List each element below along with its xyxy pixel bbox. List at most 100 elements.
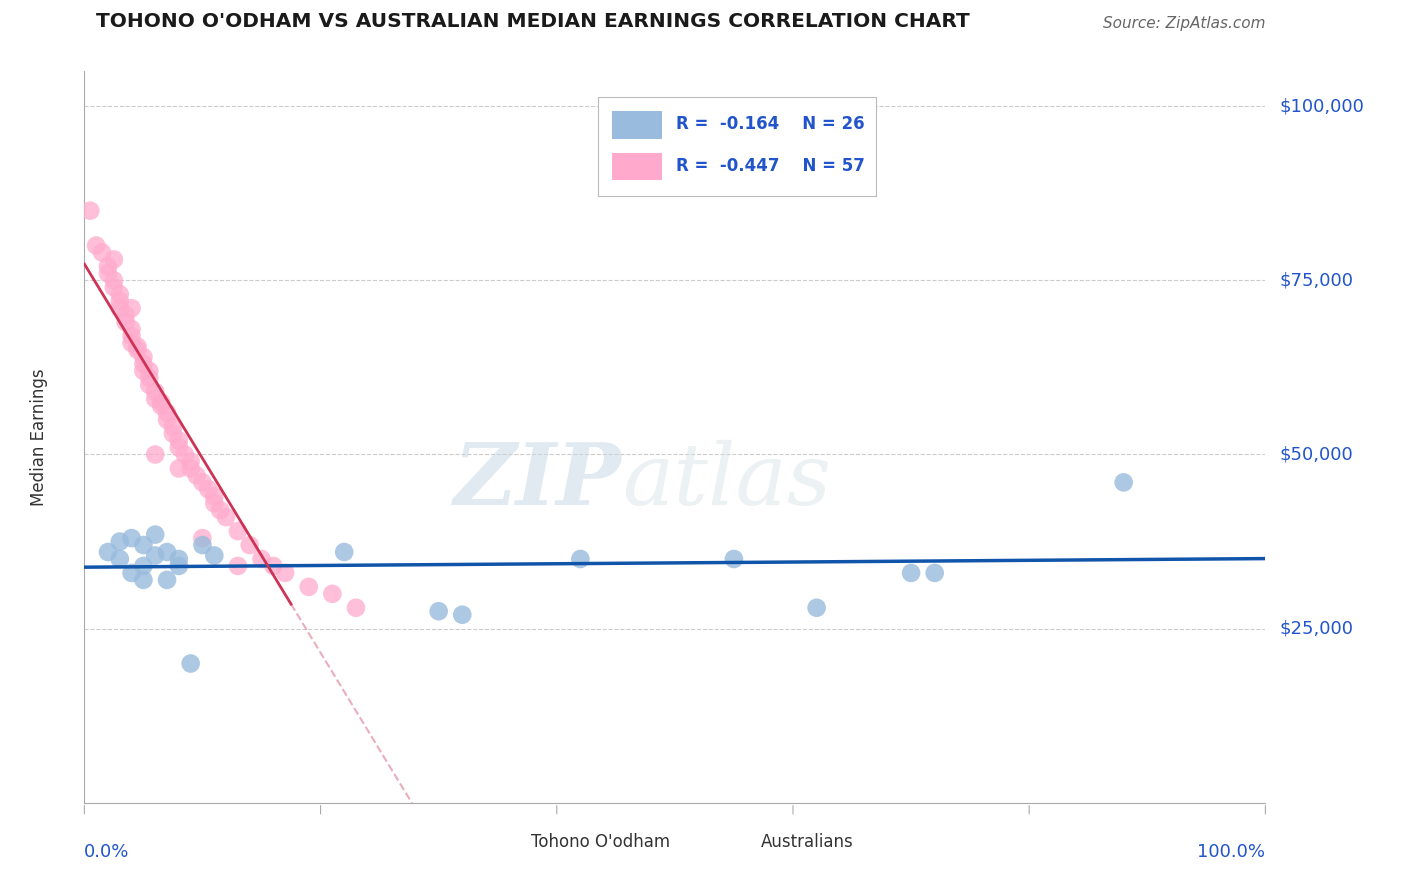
Point: [121, 531, 143, 545]
Point: [121, 322, 143, 336]
Point: [103, 280, 125, 294]
Point: [209, 503, 232, 517]
Point: [167, 552, 190, 566]
Point: [103, 273, 125, 287]
Point: [108, 301, 131, 316]
Text: TOHONO O'ODHAM VS AUSTRALIAN MEDIAN EARNINGS CORRELATION CHART: TOHONO O'ODHAM VS AUSTRALIAN MEDIAN EARN…: [96, 12, 970, 31]
Point: [180, 461, 202, 475]
Point: [250, 552, 273, 566]
Point: [143, 384, 166, 399]
Point: [226, 524, 249, 538]
Point: [97, 260, 120, 274]
Point: [138, 371, 160, 385]
Point: [103, 252, 125, 267]
Text: Median Earnings: Median Earnings: [31, 368, 48, 506]
Text: 100.0%: 100.0%: [1198, 843, 1265, 861]
FancyBboxPatch shape: [492, 834, 522, 852]
Point: [132, 538, 155, 552]
Text: ZIP: ZIP: [454, 439, 621, 523]
Point: [143, 392, 166, 406]
Point: [127, 339, 149, 353]
Text: $100,000: $100,000: [1279, 97, 1364, 115]
Text: Australians: Australians: [761, 832, 853, 851]
Point: [239, 538, 262, 552]
Point: [569, 552, 592, 566]
Point: [162, 426, 184, 441]
Point: [202, 496, 225, 510]
Point: [121, 336, 143, 351]
Point: [924, 566, 946, 580]
Point: [156, 412, 179, 426]
Point: [226, 558, 249, 573]
Text: atlas: atlas: [621, 440, 831, 523]
Point: [150, 399, 173, 413]
Point: [156, 406, 179, 420]
Point: [321, 587, 343, 601]
Text: $50,000: $50,000: [1279, 445, 1354, 464]
Point: [150, 395, 173, 409]
Point: [121, 329, 143, 343]
Point: [197, 483, 219, 497]
Point: [108, 294, 131, 309]
Point: [333, 545, 356, 559]
Point: [167, 558, 190, 573]
Point: [108, 287, 131, 301]
Point: [132, 573, 155, 587]
Point: [427, 604, 450, 618]
Point: [132, 364, 155, 378]
Point: [97, 545, 120, 559]
Point: [114, 308, 136, 322]
Point: [121, 566, 143, 580]
Point: [202, 489, 225, 503]
Point: [138, 377, 160, 392]
Point: [97, 266, 120, 280]
Point: [138, 364, 160, 378]
Point: [127, 343, 149, 357]
Point: [1112, 475, 1135, 490]
Point: [186, 468, 208, 483]
Point: [156, 573, 179, 587]
FancyBboxPatch shape: [612, 111, 662, 138]
Point: [180, 657, 202, 671]
Point: [91, 245, 114, 260]
Text: $75,000: $75,000: [1279, 271, 1354, 289]
Point: [132, 558, 155, 573]
Point: [108, 552, 131, 566]
Point: [191, 538, 214, 552]
Point: [723, 552, 745, 566]
Point: [79, 203, 101, 218]
Point: [806, 600, 828, 615]
Point: [114, 315, 136, 329]
Point: [108, 534, 131, 549]
Point: [143, 549, 166, 563]
Point: [143, 527, 166, 541]
Text: Tohono O'odham: Tohono O'odham: [531, 832, 669, 851]
Text: 0.0%: 0.0%: [84, 843, 129, 861]
Point: [167, 441, 190, 455]
FancyBboxPatch shape: [723, 834, 752, 852]
Point: [344, 600, 367, 615]
Text: R =  -0.447    N = 57: R = -0.447 N = 57: [676, 157, 865, 175]
FancyBboxPatch shape: [598, 97, 876, 195]
Point: [121, 301, 143, 316]
Point: [167, 461, 190, 475]
Point: [180, 454, 202, 468]
Point: [132, 357, 155, 371]
FancyBboxPatch shape: [612, 153, 662, 180]
Point: [451, 607, 474, 622]
Point: [173, 448, 195, 462]
Point: [191, 531, 214, 545]
Point: [274, 566, 297, 580]
Point: [215, 510, 238, 524]
Point: [84, 238, 107, 252]
Point: [167, 434, 190, 448]
Point: [900, 566, 922, 580]
Point: [202, 549, 225, 563]
Text: $25,000: $25,000: [1279, 620, 1354, 638]
Text: Source: ZipAtlas.com: Source: ZipAtlas.com: [1102, 16, 1265, 31]
Point: [132, 350, 155, 364]
Point: [156, 545, 179, 559]
Text: R =  -0.164    N = 26: R = -0.164 N = 26: [676, 115, 865, 133]
Point: [143, 448, 166, 462]
Point: [191, 475, 214, 490]
